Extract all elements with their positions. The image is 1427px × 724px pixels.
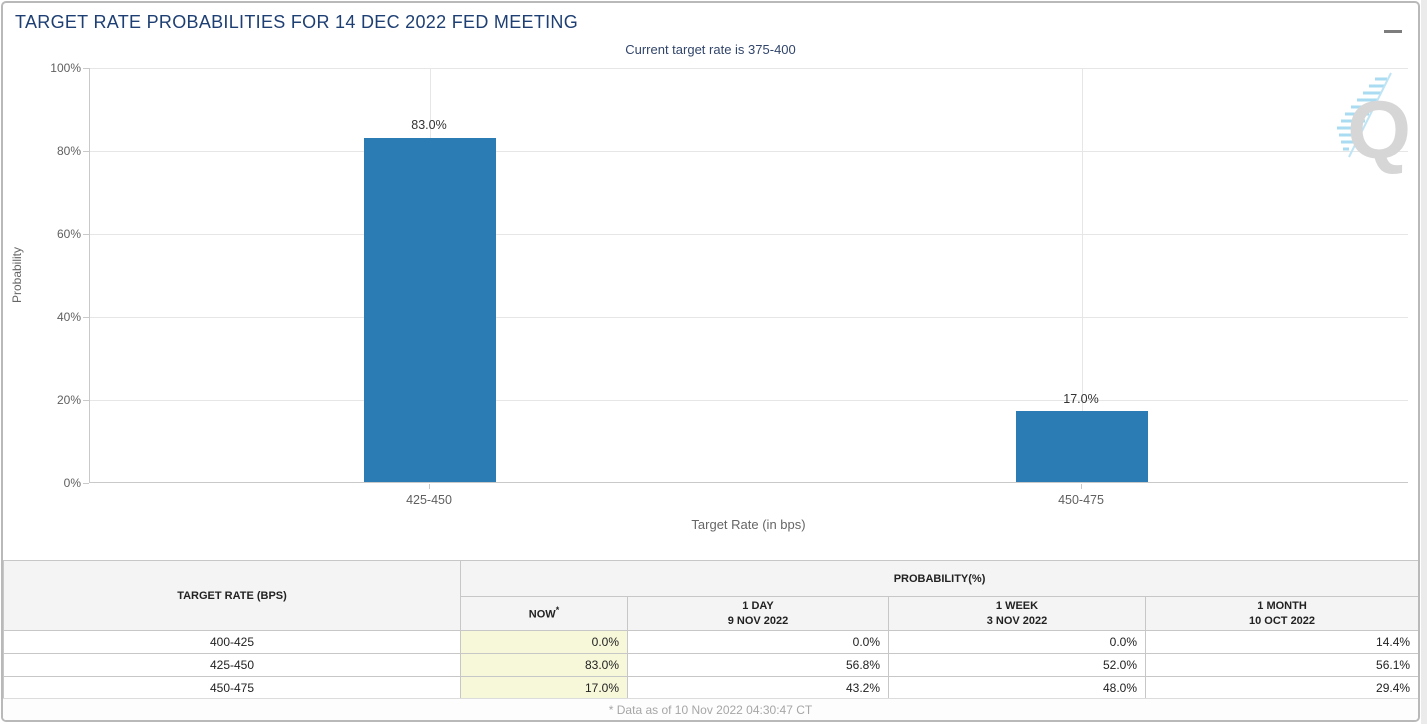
quikstrike-watermark: Q xyxy=(1335,71,1418,176)
footer-note: * Data as of 10 Nov 2022 04:30:47 CT xyxy=(3,698,1418,720)
page-scrollbar-track[interactable] xyxy=(1421,0,1427,724)
y-tick-label: 20% xyxy=(56,393,81,407)
y-tick xyxy=(83,317,89,318)
cell-1day: 43.2% xyxy=(627,676,889,700)
period-label: 1 WEEK xyxy=(995,599,1039,612)
y-tick-label: 100% xyxy=(50,61,81,75)
period-date: 9 NOV 2022 xyxy=(727,614,789,627)
bar-450-475[interactable] xyxy=(1016,411,1148,482)
gridline xyxy=(90,234,1408,235)
cell-1week: 0.0% xyxy=(888,630,1146,654)
cell-1week: 48.0% xyxy=(888,676,1146,700)
gridline xyxy=(90,400,1408,401)
period-date: 3 NOV 2022 xyxy=(986,614,1048,627)
y-tick-label: 40% xyxy=(56,310,81,324)
x-tick-label: 425-450 xyxy=(406,493,452,507)
y-tick xyxy=(83,68,89,69)
gridline xyxy=(1082,68,1083,482)
y-tick-label: 0% xyxy=(63,476,81,490)
y-tick xyxy=(83,234,89,235)
bar-value-label: 17.0% xyxy=(1063,392,1099,406)
menu-button[interactable] xyxy=(1382,17,1404,35)
period-label: 1 DAY xyxy=(742,599,774,612)
cell-1day: 0.0% xyxy=(627,630,889,654)
col-header-1month: 1 MONTH 10 OCT 2022 xyxy=(1144,596,1418,631)
probability-table: TARGET RATE (BPS) PROBABILITY(%) NOW* 1 … xyxy=(3,560,1418,700)
cell-rate: 400-425 xyxy=(3,630,461,654)
y-tick-label: 60% xyxy=(56,227,81,241)
x-tick xyxy=(429,484,430,489)
table-row: 425-450 83.0% 56.8% 52.0% 56.1% xyxy=(3,653,1418,677)
table-row: 400-425 0.0% 0.0% 0.0% 14.4% xyxy=(3,630,1418,654)
col-header-1week: 1 WEEK 3 NOV 2022 xyxy=(888,596,1146,631)
now-asterisk: * xyxy=(555,605,560,616)
x-tick xyxy=(1081,484,1082,489)
period-label: 1 MONTH xyxy=(1257,599,1307,612)
plot-area xyxy=(89,68,1408,483)
table-row: 450-475 17.0% 43.2% 48.0% 29.4% xyxy=(3,676,1418,700)
bar-425-450[interactable] xyxy=(364,138,496,482)
bar-value-label: 83.0% xyxy=(411,118,447,132)
cell-now: 17.0% xyxy=(460,676,628,700)
watermark-q-letter: Q xyxy=(1347,85,1411,176)
cell-1month: 56.1% xyxy=(1144,653,1418,677)
col-header-1day: 1 DAY 9 NOV 2022 xyxy=(627,596,889,631)
y-tick xyxy=(83,483,89,484)
y-axis-title: Probability xyxy=(10,246,24,304)
cell-1month: 29.4% xyxy=(1144,676,1418,700)
cell-now: 83.0% xyxy=(460,653,628,677)
gridline xyxy=(90,68,1408,69)
watermark-stripes-icon xyxy=(1337,72,1392,158)
cell-now: 0.0% xyxy=(460,630,628,654)
y-tick xyxy=(83,151,89,152)
col-header-now: NOW* xyxy=(460,596,628,631)
x-tick-label: 450-475 xyxy=(1058,493,1104,507)
period-date: 10 OCT 2022 xyxy=(1249,614,1316,627)
col-header-probability: PROBABILITY(%) xyxy=(459,560,1418,597)
cell-rate: 450-475 xyxy=(3,676,461,700)
cell-rate: 425-450 xyxy=(3,653,461,677)
now-label: NOW xyxy=(528,608,556,621)
cell-1week: 52.0% xyxy=(888,653,1146,677)
gridline xyxy=(90,151,1408,152)
col-header-target-rate: TARGET RATE (BPS) xyxy=(3,560,461,631)
y-tick xyxy=(83,400,89,401)
cell-1month: 14.4% xyxy=(1144,630,1418,654)
gridline xyxy=(90,317,1408,318)
y-tick-label: 80% xyxy=(56,144,81,158)
chart-subtitle: Current target rate is 375-400 xyxy=(625,42,796,57)
x-axis-title: Target Rate (in bps) xyxy=(691,517,806,532)
page-title: TARGET RATE PROBABILITIES FOR 14 DEC 202… xyxy=(15,12,579,32)
cell-1day: 56.8% xyxy=(627,653,889,677)
